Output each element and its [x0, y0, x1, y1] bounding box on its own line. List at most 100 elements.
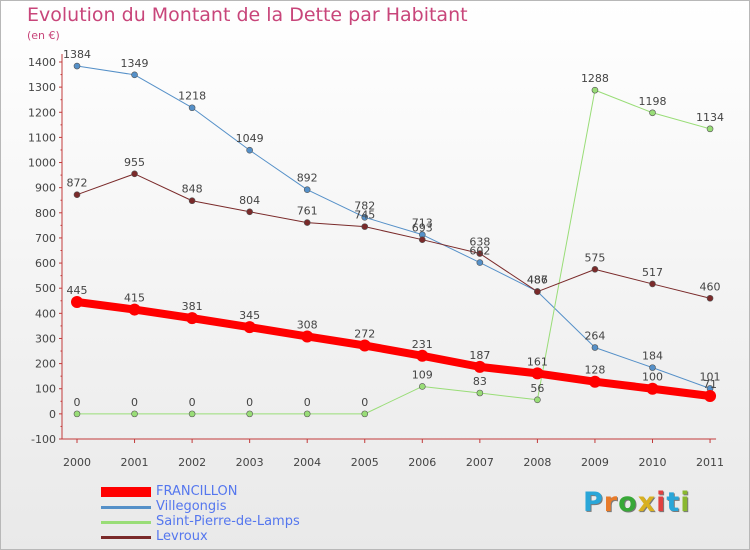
x-tick-label: 2006	[408, 456, 436, 469]
y-tick-label: 400	[35, 307, 56, 320]
data-label-villegongis: 713	[412, 217, 433, 230]
data-point-levroux	[591, 266, 599, 273]
legend-swatch-villegongis	[101, 505, 151, 509]
y-tick-label: -100	[31, 433, 56, 446]
data-label-saint-pierre-de-lamps: 0	[304, 396, 311, 409]
y-tick-label: 1100	[28, 131, 56, 144]
data-label-saint-pierre-de-lamps: 109	[412, 368, 433, 381]
data-label-saint-pierre-de-lamps: 0	[74, 396, 81, 409]
data-label-saint-pierre-de-lamps: 0	[189, 396, 196, 409]
data-label-levroux: 486	[527, 274, 548, 287]
data-point-saint-pierre-de-lamps	[534, 396, 541, 404]
data-label-francillon: 345	[239, 309, 260, 322]
data-label-francillon: 187	[469, 349, 490, 362]
y-tick-label: 1300	[28, 81, 56, 94]
data-point-francillon	[646, 382, 659, 395]
data-point-saint-pierre-de-lamps	[303, 410, 311, 418]
data-point-saint-pierre-de-lamps	[188, 410, 196, 418]
legend-swatch-francillon	[101, 487, 151, 497]
data-point-villegongis	[361, 214, 369, 221]
data-point-villegongis	[73, 62, 81, 70]
data-label-saint-pierre-de-lamps: 0	[131, 396, 138, 409]
data-label-villegongis: 1349	[121, 57, 149, 70]
data-label-levroux: 804	[239, 194, 260, 207]
data-label-francillon: 272	[354, 328, 375, 341]
y-tick-label: 200	[35, 358, 56, 371]
data-point-levroux	[188, 197, 196, 205]
data-point-francillon	[588, 375, 601, 388]
y-tick-label: 1400	[28, 56, 56, 69]
data-point-saint-pierre-de-lamps	[131, 410, 138, 418]
data-label-villegongis: 892	[297, 172, 318, 185]
data-point-villegongis	[303, 186, 311, 193]
x-tick-label: 2010	[639, 456, 667, 469]
logo-letter: x	[637, 487, 657, 518]
data-point-francillon	[531, 367, 544, 380]
y-tick-label: 600	[35, 257, 56, 270]
legend-swatch-levroux	[101, 535, 151, 539]
legend-label-levroux: Levroux	[156, 529, 208, 544]
data-point-villegongis	[649, 364, 656, 371]
series-line-francillon	[73, 298, 715, 401]
y-tick-label: 700	[35, 232, 56, 245]
data-point-levroux	[361, 223, 369, 230]
y-tick-label: 0	[49, 408, 56, 421]
logo-letter: t	[666, 487, 681, 518]
data-point-levroux	[73, 191, 81, 199]
legend-item-francillon: FRANCILLON	[101, 484, 401, 500]
data-point-saint-pierre-de-lamps	[706, 125, 714, 133]
y-tick-label: 300	[35, 332, 56, 345]
legend-item-levroux: Levroux	[101, 529, 401, 545]
data-point-villegongis	[131, 71, 138, 79]
data-label-saint-pierre-de-lamps: 1288	[581, 72, 609, 85]
data-point-levroux	[476, 250, 484, 257]
series-line-villegongis	[76, 65, 711, 389]
data-label-saint-pierre-de-lamps: 1198	[639, 95, 667, 108]
data-label-levroux: 638	[469, 236, 490, 249]
data-point-levroux	[303, 219, 311, 226]
series-line-levroux	[76, 173, 711, 299]
data-point-saint-pierre-de-lamps	[361, 410, 369, 418]
data-label-levroux: 517	[642, 266, 663, 279]
y-tick-label: 1000	[28, 157, 56, 170]
logo-letter: i	[680, 487, 691, 518]
data-point-francillon	[243, 321, 256, 334]
y-tick-label: 100	[35, 383, 56, 396]
data-label-levroux: 848	[182, 183, 203, 196]
proxiti-logo: Proxiti	[583, 487, 691, 518]
y-tick-label: 900	[35, 182, 56, 195]
data-label-saint-pierre-de-lamps: 0	[246, 396, 253, 409]
x-tick-label: 2005	[351, 456, 379, 469]
data-label-francillon: 71	[703, 378, 717, 391]
legend-label-francillon: FRANCILLON	[156, 484, 238, 499]
data-point-saint-pierre-de-lamps	[246, 410, 253, 418]
data-point-francillon	[71, 296, 83, 309]
data-point-saint-pierre-de-lamps	[591, 86, 599, 94]
data-label-levroux: 745	[354, 209, 375, 222]
data-label-saint-pierre-de-lamps: 0	[361, 396, 368, 409]
data-point-levroux	[131, 170, 138, 178]
data-label-francillon: 161	[527, 355, 548, 368]
data-label-villegongis: 1049	[236, 132, 264, 145]
data-label-levroux: 693	[412, 222, 433, 235]
data-label-francillon: 100	[642, 371, 663, 384]
y-tick-label: 800	[35, 207, 56, 220]
logo-letter: r	[603, 487, 619, 518]
data-label-francillon: 445	[67, 284, 88, 297]
data-point-francillon	[473, 360, 486, 373]
data-point-villegongis	[246, 146, 253, 154]
data-label-villegongis: 101	[700, 370, 721, 383]
x-tick-label: 2001	[121, 456, 149, 469]
data-point-francillon	[186, 312, 199, 325]
data-point-levroux	[246, 208, 253, 216]
data-point-francillon	[128, 303, 141, 316]
data-point-francillon	[416, 349, 429, 362]
legend-swatch-saint-pierre-de-lamps	[101, 520, 151, 524]
chart-title: Evolution du Montant de la Dette par Hab…	[27, 4, 468, 26]
data-point-francillon	[704, 390, 717, 403]
data-point-francillon	[358, 339, 371, 352]
data-point-saint-pierre-de-lamps	[418, 383, 426, 390]
data-point-villegongis	[476, 259, 484, 266]
data-label-levroux: 955	[124, 156, 145, 169]
